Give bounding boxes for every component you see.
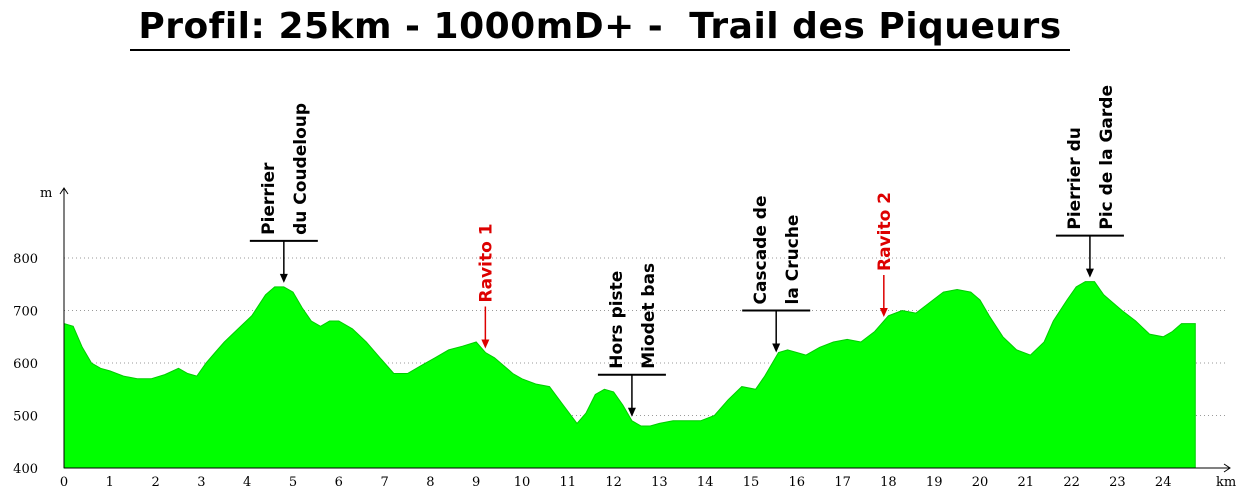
x-tick-label: 5 — [289, 475, 297, 490]
annotation: Ravito 1 — [476, 223, 496, 349]
annotation-label: Pierrier du — [1065, 127, 1085, 230]
annotation-arrow-head — [772, 343, 781, 353]
tick-labels: 0 1 2 3 4 5 6 7 8 9 10 11 12 13 14 15 16 17 18 19 20 21 22 23 24… — [13, 252, 1171, 490]
annotation-arrow-head — [1085, 268, 1094, 278]
x-tick-label: 13 — [651, 475, 668, 490]
annotation: Ravito 2 — [875, 192, 895, 317]
x-tick-label: 4 — [243, 475, 251, 490]
annotation-arrow-head — [279, 273, 288, 283]
annotation: Hors piste Miodet bas — [597, 263, 666, 417]
annotation-arrow-head — [481, 339, 490, 349]
y-axis-arrow — [59, 187, 69, 195]
annotation: Cascade de la Cruche — [742, 196, 811, 353]
annotations: Pierrier du Coudeloup Ravito 1 Hors piste Mi… — [249, 85, 1124, 417]
y-tick-label: 800 — [13, 252, 38, 267]
x-tick-label: 15 — [743, 475, 760, 490]
annotation-label: Pic de la Garde — [1097, 85, 1117, 230]
x-tick-label: 3 — [197, 475, 205, 490]
x-tick-label: 10 — [514, 475, 531, 490]
annotation-label: Pierrier — [259, 162, 279, 235]
y-tick-label: 500 — [13, 410, 38, 425]
x-tick-label: 0 — [60, 475, 68, 490]
x-tick-label: 7 — [380, 475, 388, 490]
annotation-label: Ravito 2 — [875, 192, 895, 271]
x-tick-label: 9 — [472, 475, 480, 490]
x-tick-label: 21 — [1018, 475, 1035, 490]
annotation-label: du Coudeloup — [291, 103, 311, 235]
annotation-label: Cascade de — [751, 196, 771, 305]
annotation-label: Miodet bas — [639, 263, 659, 369]
x-tick-label: 14 — [697, 475, 714, 490]
x-tick-label: 20 — [972, 475, 989, 490]
y-tick-label: 400 — [13, 462, 38, 477]
y-tick-label: 600 — [13, 357, 38, 372]
annotation: Pierrier du Coudeloup — [249, 103, 318, 283]
annotation-arrow-head — [879, 308, 888, 317]
y-axis-label: m — [40, 186, 52, 201]
x-tick-label: 22 — [1063, 475, 1080, 490]
x-tick-label: 2 — [151, 475, 159, 490]
elevation-area — [63, 281, 1196, 469]
annotation-arrow-head — [627, 407, 636, 417]
annotation-label: Ravito 1 — [476, 223, 496, 302]
annotation-label: Hors piste — [607, 271, 627, 369]
x-tick-label: 16 — [789, 475, 806, 490]
x-axis-label: km — [1216, 475, 1236, 490]
y-tick-label: 700 — [13, 305, 38, 320]
x-tick-label: 11 — [560, 475, 577, 490]
x-tick-label: 24 — [1155, 475, 1172, 490]
chart-title: Profil: 25km - 1000mD+ - Trail des Pique… — [130, 6, 1070, 51]
axes: m km — [40, 186, 1236, 490]
x-tick-label: 18 — [880, 475, 897, 490]
x-tick-label: 17 — [834, 475, 851, 490]
annotation: Pierrier du Pic de la Garde — [1055, 85, 1124, 278]
chart-title-wrap: Profil: 25km - 1000mD+ - Trail des Pique… — [0, 6, 1200, 51]
x-tick-label: 6 — [335, 475, 343, 490]
x-tick-label: 1 — [106, 475, 114, 490]
x-tick-label: 8 — [426, 475, 434, 490]
x-tick-label: 19 — [926, 475, 943, 490]
x-tick-label: 12 — [605, 475, 622, 490]
x-tick-label: 23 — [1109, 475, 1126, 490]
x-axis-arrow — [1223, 463, 1231, 473]
annotation-label: la Cruche — [783, 215, 803, 305]
